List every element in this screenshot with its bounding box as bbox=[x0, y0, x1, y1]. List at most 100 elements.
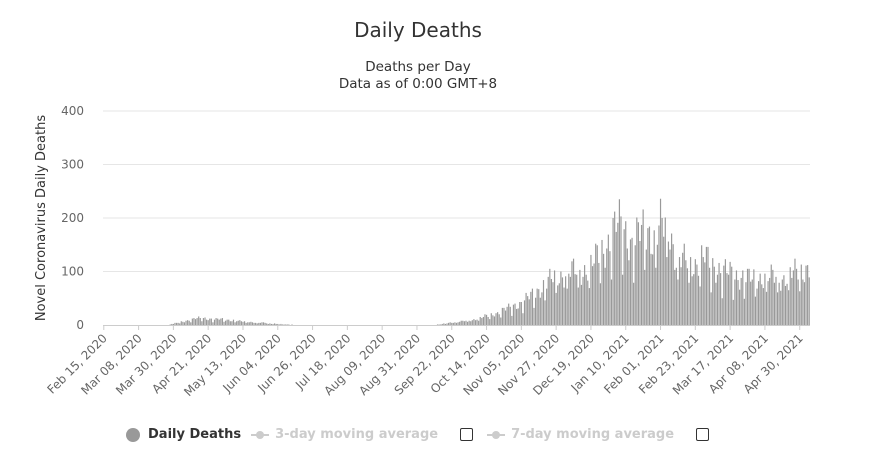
bar[interactable] bbox=[460, 320, 462, 325]
bar[interactable] bbox=[174, 322, 176, 325]
bar[interactable] bbox=[588, 288, 590, 325]
bar[interactable] bbox=[606, 248, 608, 326]
bar[interactable] bbox=[704, 262, 706, 325]
bar[interactable] bbox=[171, 323, 173, 325]
bar[interactable] bbox=[620, 216, 622, 325]
bar[interactable] bbox=[169, 324, 171, 325]
bar[interactable] bbox=[560, 271, 562, 326]
legend-item-3-day-average[interactable]: 3-day moving average bbox=[251, 427, 438, 442]
bar[interactable] bbox=[784, 285, 787, 325]
bar[interactable] bbox=[618, 199, 621, 325]
bar[interactable] bbox=[201, 321, 203, 325]
bar[interactable] bbox=[677, 279, 679, 325]
bar[interactable] bbox=[659, 198, 662, 325]
bar[interactable] bbox=[236, 321, 238, 325]
bar[interactable] bbox=[727, 274, 730, 325]
bars-daily-deaths[interactable] bbox=[169, 198, 810, 326]
bar[interactable] bbox=[473, 319, 475, 325]
bar[interactable] bbox=[444, 323, 447, 325]
bar[interactable] bbox=[481, 318, 483, 325]
bar[interactable] bbox=[697, 275, 700, 325]
bar[interactable] bbox=[734, 279, 736, 325]
bar[interactable] bbox=[653, 230, 655, 325]
bar[interactable] bbox=[448, 322, 450, 325]
bar[interactable] bbox=[807, 265, 809, 325]
bar[interactable] bbox=[590, 254, 592, 325]
bar[interactable] bbox=[577, 287, 579, 325]
bar[interactable] bbox=[555, 292, 557, 325]
bar[interactable] bbox=[610, 279, 613, 325]
bar[interactable] bbox=[247, 322, 249, 325]
bar[interactable] bbox=[794, 258, 796, 325]
bar[interactable] bbox=[213, 319, 216, 325]
bar[interactable] bbox=[726, 273, 728, 325]
bar[interactable] bbox=[495, 313, 497, 325]
bar[interactable] bbox=[745, 282, 747, 325]
bar[interactable] bbox=[228, 319, 230, 325]
bar[interactable] bbox=[568, 273, 570, 325]
bar[interactable] bbox=[470, 321, 472, 325]
bar[interactable] bbox=[792, 270, 794, 325]
bar[interactable] bbox=[572, 258, 575, 325]
bar[interactable] bbox=[275, 323, 277, 325]
bar[interactable] bbox=[553, 270, 556, 325]
bar[interactable] bbox=[516, 308, 518, 325]
bar[interactable] bbox=[462, 320, 464, 325]
bar[interactable] bbox=[729, 261, 731, 325]
bar[interactable] bbox=[633, 282, 635, 325]
bar[interactable] bbox=[776, 292, 779, 325]
bar[interactable] bbox=[626, 248, 628, 326]
bar[interactable] bbox=[759, 273, 761, 325]
bar[interactable] bbox=[514, 303, 516, 325]
bar[interactable] bbox=[775, 276, 777, 325]
bar[interactable] bbox=[259, 322, 261, 325]
bar[interactable] bbox=[215, 318, 217, 325]
bar[interactable] bbox=[735, 270, 738, 325]
bar[interactable] bbox=[191, 318, 193, 325]
bar[interactable] bbox=[196, 318, 198, 325]
bar[interactable] bbox=[617, 222, 619, 325]
bar[interactable] bbox=[595, 243, 597, 325]
bar[interactable] bbox=[786, 283, 788, 325]
bar[interactable] bbox=[631, 237, 633, 325]
bar[interactable] bbox=[243, 321, 246, 325]
bar[interactable] bbox=[258, 322, 260, 325]
bar[interactable] bbox=[678, 257, 681, 325]
bar[interactable] bbox=[742, 270, 744, 325]
bar[interactable] bbox=[702, 257, 704, 325]
bar[interactable] bbox=[185, 320, 187, 325]
bar[interactable] bbox=[264, 322, 266, 325]
bar[interactable] bbox=[707, 246, 709, 325]
bar[interactable] bbox=[672, 244, 674, 325]
bar[interactable] bbox=[797, 279, 799, 325]
bar[interactable] bbox=[199, 318, 201, 325]
bar[interactable] bbox=[731, 266, 733, 325]
bar[interactable] bbox=[637, 222, 639, 325]
bar[interactable] bbox=[571, 261, 573, 325]
bar[interactable] bbox=[675, 267, 677, 325]
bar[interactable] bbox=[788, 290, 790, 325]
bar[interactable] bbox=[484, 314, 486, 325]
bar[interactable] bbox=[180, 321, 182, 325]
bar[interactable] bbox=[255, 322, 257, 325]
bar[interactable] bbox=[463, 321, 466, 325]
bar[interactable] bbox=[542, 280, 545, 325]
bar[interactable] bbox=[713, 266, 715, 325]
bar[interactable] bbox=[193, 318, 195, 325]
bar[interactable] bbox=[251, 322, 254, 325]
bar[interactable] bbox=[751, 279, 753, 325]
bar[interactable] bbox=[647, 228, 649, 325]
bar[interactable] bbox=[723, 265, 725, 325]
bar[interactable] bbox=[262, 322, 265, 325]
bar[interactable] bbox=[443, 323, 445, 325]
bar[interactable] bbox=[248, 322, 250, 325]
bar[interactable] bbox=[799, 291, 801, 325]
bar[interactable] bbox=[664, 217, 666, 325]
bar[interactable] bbox=[261, 322, 263, 325]
bar[interactable] bbox=[601, 239, 603, 325]
bar[interactable] bbox=[523, 300, 526, 325]
bar[interactable] bbox=[565, 276, 567, 325]
bar[interactable] bbox=[550, 278, 552, 325]
bar[interactable] bbox=[207, 320, 209, 325]
bar[interactable] bbox=[471, 320, 473, 325]
